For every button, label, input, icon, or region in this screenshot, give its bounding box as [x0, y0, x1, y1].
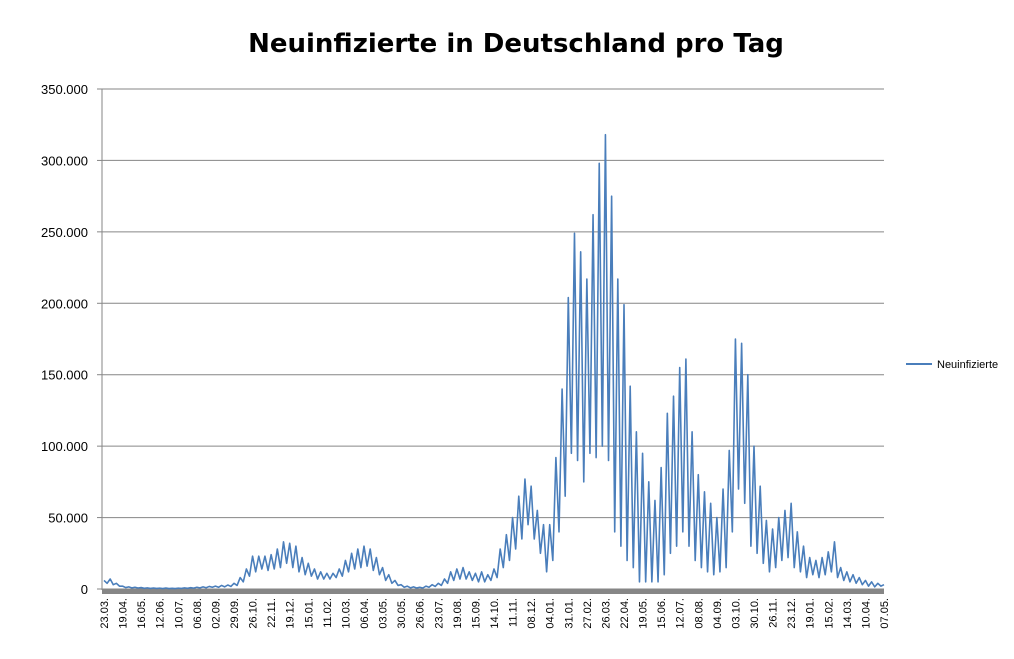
x-tick-label: 16.05. — [136, 598, 148, 629]
y-tick-label: 250.000 — [41, 225, 88, 240]
x-tick-label: 10.03. — [340, 598, 352, 629]
x-tick-label: 15.02. — [823, 598, 835, 629]
x-tick-label: 08.12. — [526, 598, 538, 629]
x-tick-label: 19.04. — [118, 598, 130, 629]
chart-title: Neuinfizierte in Deutschland pro Tag — [248, 29, 784, 59]
x-tick-label: 03.05. — [378, 598, 390, 629]
x-tick-label: 31.01. — [563, 598, 575, 629]
x-tick-label: 23.07. — [433, 598, 445, 629]
x-tick-label: 07.05. — [879, 598, 891, 629]
y-tick-label: 150.000 — [41, 368, 88, 383]
x-tick-label: 23.03. — [99, 598, 111, 629]
series-line — [103, 133, 885, 590]
x-tick-label: 12.06. — [155, 598, 167, 629]
x-tick-label: 30.05. — [396, 598, 408, 629]
x-tick-label: 26.06. — [415, 598, 427, 629]
legend-label: Neuinfizierte — [937, 359, 998, 371]
x-tick-label: 06.04. — [359, 598, 371, 629]
x-tick-label: 19.08. — [452, 598, 464, 629]
y-tick-label: 300.000 — [41, 153, 88, 168]
x-tick-label: 12.07. — [675, 598, 687, 629]
x-tick-label: 06.08. — [192, 598, 204, 629]
x-tick-label: 03.10. — [730, 598, 742, 629]
y-tick-label: 50.000 — [48, 511, 88, 526]
x-tick-label: 19.01. — [805, 598, 817, 629]
x-tick-label: 19.12. — [285, 598, 297, 629]
x-tick-label: 26.10. — [248, 598, 260, 629]
y-tick-label: 200.000 — [41, 296, 88, 311]
x-tick-label: 08.08. — [693, 598, 705, 629]
x-tick-label: 04.09. — [712, 598, 724, 629]
x-tick-label: 11.02. — [322, 598, 334, 628]
x-tick-label: 15.09. — [470, 598, 482, 629]
x-tick-label: 02.09. — [210, 598, 222, 629]
x-tick-label: 27.02. — [582, 598, 594, 629]
y-tick-label: 0 — [81, 582, 88, 597]
x-tick-label: 29.09. — [229, 598, 241, 629]
x-tick-label: 22.04. — [619, 598, 631, 629]
x-tick-label: 15.01. — [303, 598, 315, 629]
x-tick-label: 19.05. — [638, 598, 650, 629]
x-tick-label: 23.12. — [786, 598, 798, 629]
x-tick-label: 26.03. — [600, 598, 612, 629]
x-axis — [102, 589, 884, 594]
x-tick-label: 04.01. — [545, 598, 557, 629]
x-tick-label: 26.11. — [768, 598, 780, 628]
x-tick-label: 22.11. — [266, 598, 278, 628]
x-tick-label: 14.10. — [489, 598, 501, 629]
x-tick-label: 10.04. — [860, 598, 872, 629]
x-tick-label: 11.11. — [508, 598, 520, 627]
y-tick-label: 100.000 — [41, 439, 88, 454]
y-tick-label: 350.000 — [41, 82, 88, 97]
x-tick-label: 14.03. — [842, 598, 854, 629]
x-tick-label: 10.07. — [173, 598, 185, 629]
x-tick-label: 30.10. — [749, 598, 761, 629]
x-tick-label: 15.06. — [656, 598, 668, 629]
